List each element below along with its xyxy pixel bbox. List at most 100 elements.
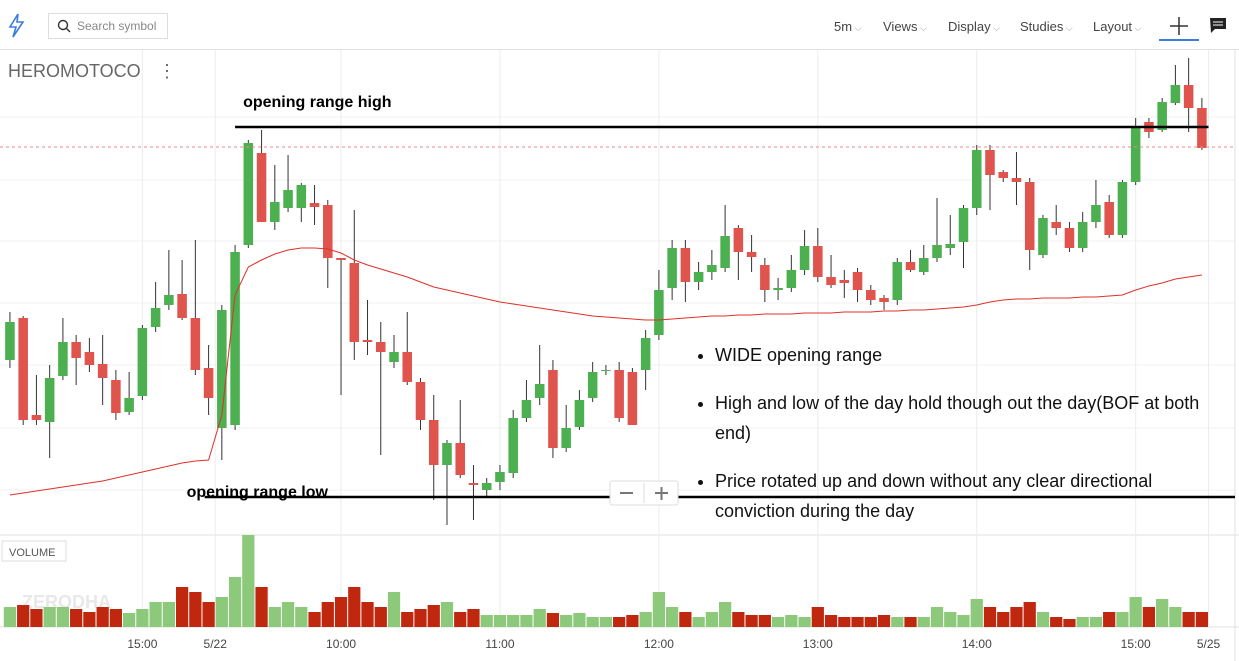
crosshair-button[interactable] (1159, 0, 1199, 50)
volume-bar (136, 609, 149, 627)
interval-menu[interactable]: 5m (834, 19, 861, 34)
zoom-control (609, 480, 679, 506)
candle-body (773, 288, 783, 290)
volume-bar (1116, 612, 1129, 627)
level-label: opening range high (243, 94, 391, 111)
symbol-menu[interactable]: ⋮ (158, 61, 176, 81)
candle-body (958, 208, 969, 242)
plot: 15:00 5/22 10:00 11:00 12:00 13:00 14:00 15:00 5… (0, 50, 1235, 651)
candle-body (71, 342, 81, 358)
volume-bar (626, 615, 639, 627)
candle-body (654, 290, 664, 335)
candle-body (164, 295, 174, 305)
volume-bar (440, 602, 454, 627)
candle-body (1064, 228, 1075, 248)
volume-bar (43, 607, 56, 627)
volume-bar (215, 597, 228, 627)
volume-bar (533, 609, 546, 627)
chat-button[interactable] (1209, 17, 1229, 37)
candle-body (203, 368, 214, 398)
volume-bar (96, 607, 109, 627)
volume-bar (387, 592, 401, 627)
candle-body (58, 342, 68, 376)
toolbar: Search symbol 5m Views Display Studies L… (0, 0, 1239, 50)
volume-bar (30, 609, 43, 627)
candle-body (296, 185, 307, 208)
volume-bar (1169, 607, 1182, 627)
candle-body (270, 202, 280, 222)
volume-bar (891, 617, 904, 627)
candle-body (839, 280, 850, 283)
candle-body (971, 150, 982, 208)
candle-body (918, 258, 929, 272)
candle-body (1117, 182, 1128, 235)
candle-body (932, 245, 942, 258)
volume-bar (917, 617, 930, 627)
volume-bar (705, 612, 718, 627)
chart: HEROMOTOCO ⋮ VOLUME ZERODHA 15:00 5/22 10:… (0, 50, 1239, 661)
candle-body (640, 338, 651, 370)
candle-body (18, 318, 28, 420)
volume-bar (877, 615, 891, 627)
search-box[interactable]: Search symbol (48, 13, 168, 39)
x-tick-label: 5/25 (1197, 637, 1221, 651)
volume-bar (1023, 602, 1036, 627)
volume-bar (930, 607, 944, 627)
volume-bar (228, 577, 242, 627)
volume-bar (123, 613, 136, 627)
volume-bar (1156, 599, 1169, 627)
volume-bar (970, 599, 983, 627)
volume-bar (771, 617, 785, 627)
display-menu[interactable]: Display (948, 19, 1000, 34)
grid (0, 116, 1235, 491)
volume-bar (162, 602, 175, 627)
candle-body (1183, 85, 1194, 108)
candle-body (707, 265, 717, 272)
candle-body (230, 252, 240, 425)
volume-bar (401, 612, 414, 627)
candle-body (1170, 85, 1181, 103)
candle-body (455, 443, 465, 475)
volume-bar (1063, 619, 1076, 627)
volume-bar (281, 602, 295, 627)
views-menu[interactable]: Views (883, 19, 927, 34)
volume-bar (546, 613, 560, 627)
volume-bar (957, 615, 970, 627)
volume-bar (427, 605, 440, 627)
volume-bar (295, 607, 308, 627)
volume-bar (745, 615, 758, 627)
candle-body (548, 370, 558, 448)
candle-body (442, 443, 452, 465)
candle-body (1157, 102, 1167, 130)
candle-body (998, 172, 1008, 178)
candle-body (879, 298, 889, 302)
candle-body (177, 294, 187, 318)
candle-body (746, 252, 757, 257)
volume-bar (3, 607, 17, 627)
volume-bar (851, 617, 864, 627)
candle-body (601, 370, 611, 371)
candle-body (1011, 178, 1022, 182)
volume-bar (189, 592, 202, 627)
volume-bar (361, 602, 374, 627)
volume-bar (599, 617, 613, 627)
volume-bar (785, 615, 798, 627)
volume-bar (838, 617, 851, 627)
candle-body (521, 400, 532, 418)
studies-menu[interactable]: Studies (1020, 19, 1073, 34)
candle-body (97, 364, 108, 378)
candle-body (84, 352, 95, 365)
candle-body (680, 248, 691, 282)
candle-body (44, 378, 55, 422)
candle-body (508, 418, 518, 473)
search-placeholder: Search symbol (77, 19, 157, 33)
x-tick-label: 15:00 (1121, 637, 1151, 651)
layout-menu[interactable]: Layout (1093, 19, 1141, 34)
candle-body (283, 190, 293, 208)
volume-bar (109, 609, 123, 627)
candle-body (985, 150, 995, 175)
volume-bar (586, 617, 599, 627)
candle-body (1130, 128, 1141, 182)
volume-bar (798, 617, 811, 627)
